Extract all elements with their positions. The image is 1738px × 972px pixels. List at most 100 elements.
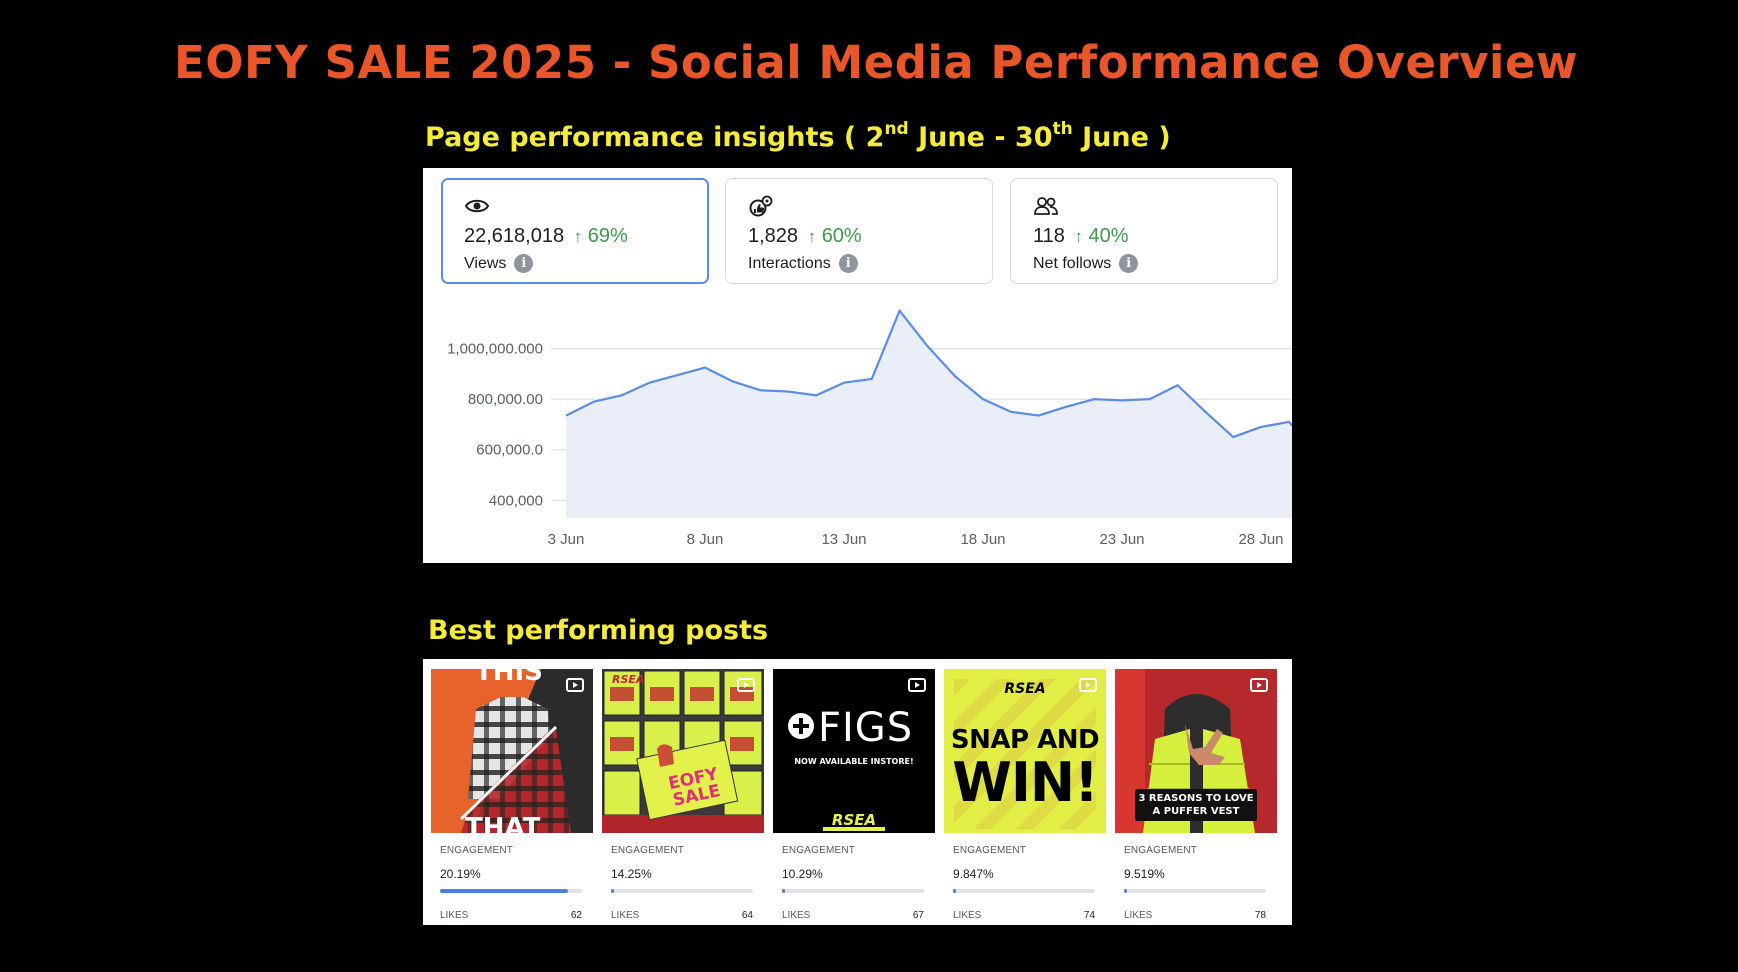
post-text-brand: RSEA bbox=[1004, 681, 1046, 697]
x-tick-label: 3 Jun bbox=[548, 531, 585, 548]
post-text-line2: WIN! bbox=[952, 751, 1098, 814]
y-tick-label: 400,000 bbox=[489, 492, 543, 509]
stat-label: Net follows bbox=[1033, 254, 1112, 272]
x-tick-label: 28 Jun bbox=[1238, 531, 1283, 548]
stat-label-row: Net follows i bbox=[1033, 254, 1255, 273]
flannel-shirt-post-thumbnail[interactable]: THIS THAT bbox=[431, 669, 593, 833]
post-card[interactable]: EOFY SALE RSEA ENGAGEMENT 14.25% LIKES 64 bbox=[602, 669, 764, 921]
stat-delta: ↑ 60% bbox=[808, 225, 862, 247]
stat-card-net-follows[interactable]: 118 ↑ 40% Net follows i bbox=[1010, 178, 1278, 284]
insights-heading-prefix: Page performance insights ( 2 bbox=[425, 122, 885, 153]
post-card[interactable]: RSEA SNAP AND WIN! ENGAGEMENT 9.847% LIK… bbox=[944, 669, 1106, 921]
y-tick-label: 1,000,000.000 bbox=[447, 341, 543, 358]
engagement-label: ENGAGEMENT bbox=[611, 845, 685, 856]
x-tick-label: 8 Jun bbox=[687, 531, 724, 548]
insights-heading-mid: June - 30 bbox=[908, 122, 1053, 153]
post-text-line1: SNAP AND bbox=[950, 725, 1100, 755]
stat-label-row: Views i bbox=[464, 254, 686, 273]
likes-row: LIKES 62 bbox=[440, 910, 582, 921]
engagement-bar-fill bbox=[440, 889, 568, 893]
stat-row: 118 ↑ 40% bbox=[1033, 225, 1255, 248]
stat-row: 22,618,018 ↑ 69% bbox=[464, 225, 686, 248]
likes-value: 62 bbox=[570, 910, 582, 921]
arrow-up-icon: ↑ bbox=[573, 227, 583, 246]
stat-label-row: Interactions i bbox=[748, 254, 970, 273]
likes-label: LIKES bbox=[953, 910, 982, 921]
eofy-sale-posters-post-thumbnail[interactable]: EOFY SALE RSEA bbox=[602, 669, 764, 833]
engagement-bar bbox=[953, 889, 1095, 893]
stat-row: 1,828 ↑ 60% bbox=[748, 225, 970, 248]
likes-row: LIKES 78 bbox=[1124, 910, 1266, 921]
flannel-shirt-image bbox=[431, 669, 593, 833]
likes-label: LIKES bbox=[1124, 910, 1153, 921]
views-area bbox=[566, 310, 1292, 518]
stat-card-interactions[interactable]: 1,828 ↑ 60% Interactions i bbox=[725, 178, 993, 284]
plus-circle-icon bbox=[788, 713, 814, 739]
figs-available-post-thumbnail[interactable]: FIGS NOW AVAILABLE INSTORE! RSEA bbox=[773, 669, 935, 833]
post-text-brand: RSEA bbox=[831, 811, 877, 829]
engagement-value: 10.29% bbox=[782, 867, 823, 881]
engagement-bar bbox=[782, 889, 924, 893]
engagement-value: 9.847% bbox=[953, 867, 994, 881]
puffer-vest-post-thumbnail[interactable]: 3 REASONS TO LOVE A PUFFER VEST bbox=[1115, 669, 1277, 833]
background-posters bbox=[954, 679, 1096, 829]
likes-row: LIKES 74 bbox=[953, 910, 1095, 921]
likes-row: LIKES 67 bbox=[782, 910, 924, 921]
likes-value: 74 bbox=[1083, 910, 1095, 921]
likes-label: LIKES bbox=[782, 910, 811, 921]
engagement-label: ENGAGEMENT bbox=[782, 845, 856, 856]
likes-value: 67 bbox=[912, 910, 924, 921]
insights-heading-suffix: June ) bbox=[1072, 122, 1171, 153]
stat-delta-value: 60% bbox=[821, 225, 862, 247]
eofy-posters-image bbox=[602, 669, 764, 833]
y-tick-label: 600,000.0 bbox=[476, 442, 543, 459]
engagement-label: ENGAGEMENT bbox=[953, 845, 1027, 856]
stat-delta-value: 69% bbox=[587, 225, 628, 247]
post-card[interactable]: THIS THAT ENGAGEMENT 20.19% LIKES 62 bbox=[431, 669, 593, 921]
engagement-bar-fill bbox=[1124, 889, 1127, 893]
video-icon bbox=[1079, 678, 1097, 692]
video-icon bbox=[566, 678, 584, 692]
posts-heading: Best performing posts bbox=[428, 615, 769, 646]
engagement-value: 14.25% bbox=[611, 867, 652, 881]
post-text-bottom: THAT bbox=[465, 813, 541, 833]
video-icon bbox=[1250, 678, 1268, 692]
video-icon bbox=[737, 678, 755, 692]
interactions-icon bbox=[749, 195, 773, 217]
video-icon bbox=[908, 678, 926, 692]
post-text-main: 3 REASONS TO LOVE A PUFFER VEST bbox=[1135, 789, 1257, 821]
engagement-bar-fill bbox=[611, 889, 614, 893]
x-tick-label: 13 Jun bbox=[821, 531, 866, 548]
stat-delta: ↑ 40% bbox=[1074, 225, 1128, 247]
engagement-bar-fill bbox=[782, 889, 785, 893]
stat-label: Interactions bbox=[748, 254, 831, 272]
x-tick-label: 18 Jun bbox=[960, 531, 1005, 548]
views-chart: 1,000,000.000 800,000.00 600,000.0 400,000 3… bbox=[447, 309, 1292, 548]
post-card[interactable]: 3 REASONS TO LOVE A PUFFER VEST ENGAGEME… bbox=[1115, 669, 1277, 921]
info-icon[interactable]: i bbox=[514, 254, 534, 273]
engagement-value: 9.519% bbox=[1124, 867, 1165, 881]
likes-value: 78 bbox=[1254, 910, 1266, 921]
post-text-top: THIS bbox=[475, 669, 543, 687]
likes-value: 64 bbox=[741, 910, 753, 921]
people-icon bbox=[1034, 197, 1058, 215]
stat-card-views[interactable]: 22,618,018 ↑ 69% Views i bbox=[441, 178, 709, 284]
stat-value: 118 bbox=[1033, 225, 1065, 247]
arrow-up-icon: ↑ bbox=[1074, 227, 1083, 246]
eye-icon bbox=[464, 199, 490, 213]
stat-label: Views bbox=[464, 254, 507, 272]
insights-heading-sup1: nd bbox=[884, 119, 909, 139]
engagement-bar bbox=[1124, 889, 1266, 893]
page-title: EOFY SALE 2025 - Social Media Performanc… bbox=[173, 36, 1579, 89]
engagement-label: ENGAGEMENT bbox=[440, 845, 514, 856]
likes-label: LIKES bbox=[611, 910, 640, 921]
insights-heading-sup2: th bbox=[1052, 119, 1073, 139]
stat-value: 22,618,018 bbox=[464, 225, 565, 247]
post-text-sub: NOW AVAILABLE INSTORE! bbox=[794, 757, 914, 766]
info-icon[interactable]: i bbox=[1119, 254, 1139, 273]
insights-heading: Page performance insights ( 2nd June - 3… bbox=[425, 119, 1171, 153]
info-icon[interactable]: i bbox=[838, 254, 858, 273]
post-card[interactable]: FIGS NOW AVAILABLE INSTORE! RSEA ENGAGEM… bbox=[773, 669, 935, 921]
snap-and-win-post-thumbnail[interactable]: RSEA SNAP AND WIN! bbox=[944, 669, 1106, 833]
engagement-label: ENGAGEMENT bbox=[1124, 845, 1198, 856]
